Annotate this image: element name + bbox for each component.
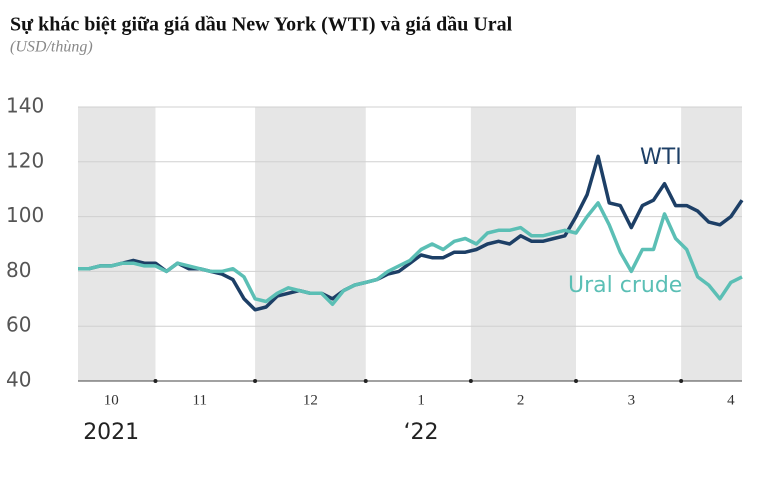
month-divider [468, 379, 473, 383]
y-tick-label: 60 [6, 313, 31, 337]
month-band [681, 107, 742, 381]
y-tick-label: 140 [6, 94, 44, 118]
shading [78, 107, 742, 381]
x-tick-label: 1 [417, 392, 425, 408]
year-label: ‘22 [404, 420, 439, 445]
series-line [78, 154, 744, 312]
x-tick-label: 10 [104, 392, 119, 408]
y-tick-label: 120 [6, 148, 44, 172]
y-tick-label: 40 [6, 368, 31, 392]
series-label: WTI [640, 145, 682, 170]
x-tick-label: 3 [628, 392, 636, 408]
month-divider [574, 379, 578, 383]
series-line [78, 201, 743, 307]
chart-title: Sự khác biệt giữa giá dầu New York (WTI)… [10, 14, 513, 36]
x-tick-label: 12 [303, 392, 318, 408]
month-band [255, 107, 366, 381]
chart-subtitle: (USD/thùng) [10, 39, 93, 56]
y-tick-label: 100 [6, 203, 44, 227]
month-divider [679, 379, 684, 383]
y-tick-label: 80 [6, 258, 31, 282]
year-label: 2021 [83, 420, 139, 445]
month-divider [363, 379, 368, 383]
month-band [78, 107, 156, 381]
x-tick-label: 4 [727, 392, 735, 408]
month-divider [253, 379, 258, 383]
month-divider [153, 379, 158, 383]
x-tick-label: 11 [193, 392, 207, 408]
x-tick-label: 2 [517, 392, 525, 408]
series-label: Ural crude [568, 273, 682, 298]
